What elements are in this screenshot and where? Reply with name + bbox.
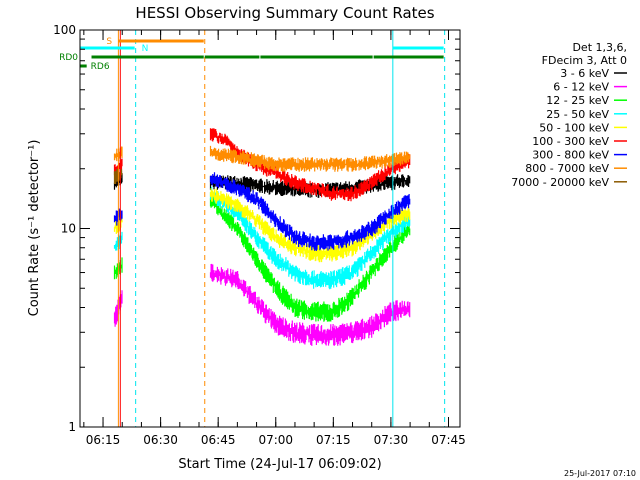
x-axis-label: Start Time (24-Jul-17 06:09:02) (178, 457, 381, 472)
legend-header-1: FDecim 3, Att 0 (542, 54, 627, 67)
legend-header-0: Det 1,3,6, (572, 41, 627, 54)
series-7 (113, 145, 411, 172)
flag-label-3: RD6 (91, 62, 110, 72)
legend-label-0: 3 - 6 keV (560, 67, 609, 80)
x-tick-label-1: 06:30 (143, 433, 178, 447)
x-tick-label-3: 07:00 (258, 433, 293, 447)
flag-label-0: S (106, 37, 112, 47)
legend-label-6: 300 - 800 keV (532, 149, 609, 162)
legend-label-8: 7000 - 20000 keV (511, 176, 609, 189)
flag-label-2: RD0 (59, 53, 78, 63)
series-trace-2-1 (209, 192, 411, 322)
legend-label-2: 12 - 25 keV (546, 94, 609, 107)
x-tick-label-0: 06:15 (86, 433, 121, 447)
legend-label-7: 800 - 7000 keV (525, 162, 609, 175)
legend-label-5: 100 - 300 keV (532, 135, 609, 148)
series-trace-1-1 (209, 263, 411, 346)
x-tick-label-6: 07:45 (431, 433, 466, 447)
y-tick-label-2: 100 (53, 23, 76, 37)
series-trace-7-1 (209, 145, 411, 172)
legend-label-1: 6 - 12 keV (553, 81, 609, 94)
series-trace-6-1 (209, 172, 411, 251)
chart-title: HESSI Observing Summary Count Rates (135, 4, 434, 22)
x-tick-label-2: 06:45 (201, 433, 236, 447)
y-axis-label: Count Rate (s⁻¹ detector⁻¹) (27, 140, 42, 317)
legend-label-3: 25 - 50 keV (546, 108, 609, 121)
plot-area: S N RD0 RD6 1 10 100 06:15 06:30 06:45 07:00 07:15 0… (53, 23, 466, 447)
x-tick-label-4: 07:15 (316, 433, 351, 447)
series-1 (113, 263, 411, 346)
legend-label-4: 50 - 100 keV (539, 121, 609, 134)
render-timestamp: 25-Jul-2017 07:10 (564, 469, 636, 478)
y-tick-label-0: 1 (68, 420, 76, 434)
y-tick-label-1: 10 (61, 222, 76, 236)
x-tick-label-5: 07:30 (374, 433, 409, 447)
flag-label-1: N (142, 44, 149, 54)
